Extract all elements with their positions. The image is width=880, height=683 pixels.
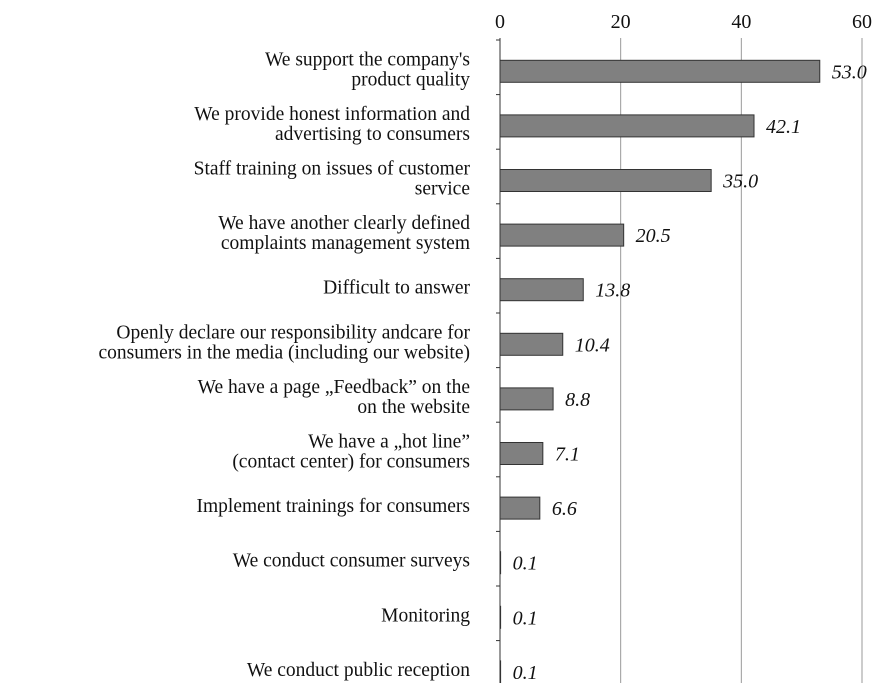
category-label: We conduct public reception <box>247 660 470 681</box>
bar <box>499 114 755 138</box>
category-label-line: We provide honest information and <box>194 104 470 125</box>
data-label: 8.8 <box>565 389 590 411</box>
category-label: Implement trainings for consumers <box>197 496 470 517</box>
bar <box>499 387 554 411</box>
data-label: 0.1 <box>513 553 538 575</box>
x-tick-label: 40 <box>731 11 751 33</box>
gridlines <box>620 38 863 683</box>
bar <box>499 442 544 465</box>
bar <box>499 169 712 192</box>
category-label-line: advertising to consumers <box>275 124 470 145</box>
category-label: We have a „hot line” (contact center) for… <box>232 432 470 473</box>
category-label: Monitoring <box>381 605 470 626</box>
data-label: 7.1 <box>555 444 580 466</box>
category-label-line: Implement trainings for consumers <box>197 496 470 517</box>
category-label-line: Difficult to answer <box>323 278 470 299</box>
category-label: We provide honest information and adverti… <box>194 104 470 145</box>
category-label-line: consumers in the media (including our we… <box>99 342 471 363</box>
category-label-line: product quality <box>351 69 470 90</box>
value-labels: 53.0 42.1 35.0 20.5 13.8 10.4 8.8 7.1 6.6 0.1 0.1 0… <box>513 61 867 683</box>
category-label: We have another clearly defined complaint… <box>218 213 470 254</box>
data-label: 6.6 <box>552 498 577 520</box>
bar <box>499 59 821 83</box>
category-label-line: Monitoring <box>381 605 470 626</box>
category-label-line: on the website <box>357 397 470 418</box>
category-label-line: We have a „hot line” <box>308 432 470 453</box>
x-tick-label: 20 <box>611 11 631 33</box>
data-label: 0.1 <box>513 607 538 629</box>
category-label-line: service <box>415 179 470 200</box>
category-label-line: complaints management system <box>221 233 470 254</box>
x-axis: 0 20 40 60 <box>495 11 872 683</box>
bar <box>499 332 564 356</box>
category-labels: We support the company's product qualityW… <box>99 49 471 681</box>
data-label: 13.8 <box>595 280 630 302</box>
data-label: 0.1 <box>513 662 538 683</box>
category-label-line: We have another clearly defined <box>218 213 470 234</box>
category-label-line: We support the company's <box>265 49 470 70</box>
data-label: 53.0 <box>832 61 867 83</box>
category-label: Difficult to answer <box>323 278 470 299</box>
category-label-line: Openly declare our responsibility andcar… <box>116 322 470 343</box>
category-label: We have a page „Feedback” on the on the w… <box>198 377 470 418</box>
data-label: 42.1 <box>766 116 801 138</box>
bars <box>499 59 821 683</box>
bar <box>499 223 625 247</box>
category-label: We conduct consumer surveys <box>233 551 470 572</box>
x-tick-label: 60 <box>852 11 872 33</box>
category-label-line: (contact center) for consumers <box>232 452 470 473</box>
x-tick-label: 0 <box>495 11 505 33</box>
bar <box>499 278 584 302</box>
data-label: 10.4 <box>575 334 610 356</box>
data-label: 20.5 <box>636 225 671 247</box>
category-label-line: Staff training on issues of customer <box>194 159 471 180</box>
bar <box>499 496 541 520</box>
category-label: We support the company's product quality <box>265 49 470 90</box>
category-label-line: We conduct public reception <box>247 660 470 681</box>
data-label: 35.0 <box>722 171 758 193</box>
category-label: Openly declare our responsibility andcar… <box>99 322 471 363</box>
category-label: Staff training on issues of customer serv… <box>194 159 471 200</box>
category-label-line: We conduct consumer surveys <box>233 551 470 572</box>
category-label-line: We have a page „Feedback” on the <box>198 377 470 398</box>
